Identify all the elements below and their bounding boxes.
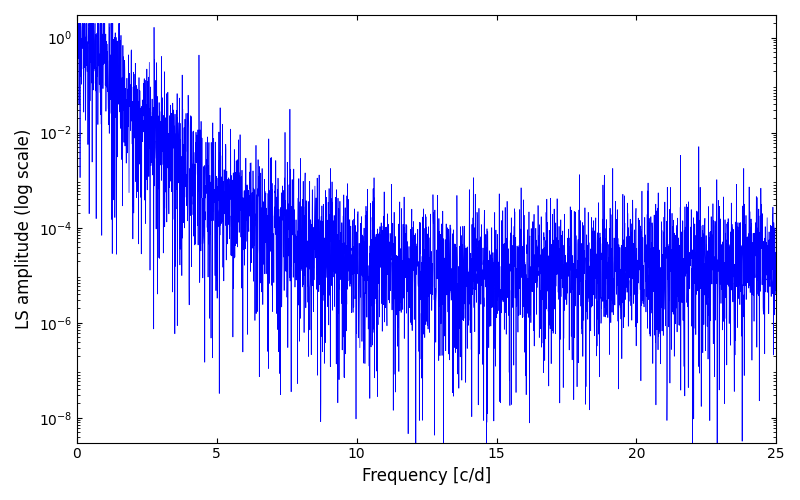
Y-axis label: LS amplitude (log scale): LS amplitude (log scale)	[15, 128, 33, 329]
X-axis label: Frequency [c/d]: Frequency [c/d]	[362, 467, 491, 485]
